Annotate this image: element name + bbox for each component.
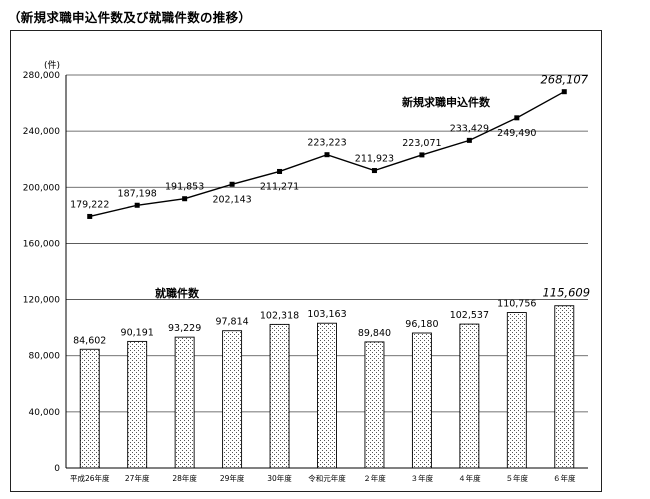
x-tick-label: 27年度 xyxy=(125,473,150,483)
bar xyxy=(79,348,100,469)
line-data-label: 223,071 xyxy=(402,138,441,149)
line-marker xyxy=(277,168,283,174)
bar-data-label: 90,191 xyxy=(121,327,154,338)
bar xyxy=(269,323,290,469)
line-marker xyxy=(561,89,567,95)
y-axis-unit-label: (件) xyxy=(44,59,60,71)
bar-series-legend-label: 就職件数 xyxy=(155,286,200,300)
bar xyxy=(459,323,480,469)
x-tick-label: 30年度 xyxy=(267,473,292,483)
x-tick-label: ２年度 xyxy=(363,473,386,483)
line-data-label: 249,490 xyxy=(497,128,536,139)
line-data-label: 233,429 xyxy=(450,123,489,134)
y-tick-label: 80,000 xyxy=(29,352,61,362)
line-series-legend-label: 新規求職申込件数 xyxy=(402,95,491,109)
bar-data-label: 93,229 xyxy=(168,323,201,334)
bar xyxy=(174,336,195,469)
axes: 0 40,000 80,000 120,000 160,000 200,000 240,00… xyxy=(23,71,588,483)
bar-data-label: 102,537 xyxy=(450,310,489,321)
line-marker xyxy=(182,196,188,202)
x-tick-label: ５年度 xyxy=(506,473,529,483)
bar xyxy=(411,332,432,469)
data-labels: 84,602 90,191 93,229 97,814 102,318 103,163 89… xyxy=(70,73,590,347)
y-tick-label: 120,000 xyxy=(23,296,60,306)
bar xyxy=(127,340,148,469)
y-tick-label: 200,000 xyxy=(23,183,60,193)
line-marker xyxy=(87,213,93,219)
line-data-label: 187,198 xyxy=(118,188,157,199)
line-marker xyxy=(371,168,377,174)
line-data-label: 268,107 xyxy=(540,73,588,87)
x-tick-label: 29年度 xyxy=(220,473,245,483)
line-marker xyxy=(466,137,472,143)
y-tick-label: 160,000 xyxy=(23,239,60,249)
bar-data-label: 96,180 xyxy=(405,319,438,330)
bar-data-label: 110,756 xyxy=(497,299,536,310)
line-marker xyxy=(514,115,520,121)
line-marker xyxy=(134,202,140,208)
line-data-label: 211,271 xyxy=(260,181,299,192)
line-data-label: 191,853 xyxy=(165,182,204,193)
y-tick-label: 0 xyxy=(54,464,60,474)
line-data-label: 223,223 xyxy=(307,138,346,149)
x-tick-label: ６年度 xyxy=(553,473,576,483)
bar xyxy=(364,341,385,469)
y-tick-label: 280,000 xyxy=(23,71,60,81)
bar-data-label: 97,814 xyxy=(215,317,248,328)
bar-data-label: 115,609 xyxy=(542,286,590,300)
bar-data-label: 89,840 xyxy=(358,328,391,339)
bar xyxy=(317,322,337,469)
bar xyxy=(222,330,243,469)
line-data-label: 211,923 xyxy=(355,154,394,165)
bar-data-label: 102,318 xyxy=(260,310,299,321)
bar-data-label: 103,163 xyxy=(307,309,346,320)
x-tick-label: 28年度 xyxy=(172,473,197,483)
line-series xyxy=(87,89,567,219)
x-tick-label: 平成26年度 xyxy=(70,473,110,483)
line-data-label: 179,222 xyxy=(70,199,109,210)
bar xyxy=(506,312,527,469)
x-tick-label: ４年度 xyxy=(458,473,481,483)
x-tick-label: 令和元年度 xyxy=(308,473,346,483)
y-tick-label: 40,000 xyxy=(29,408,61,418)
line-marker xyxy=(419,152,425,158)
bar-series xyxy=(79,305,575,469)
line-data-label: 202,143 xyxy=(212,194,251,205)
line-marker xyxy=(324,152,330,158)
bar-data-label: 84,602 xyxy=(73,335,106,346)
chart-frame xyxy=(10,30,602,492)
y-tick-label: 240,000 xyxy=(23,127,60,137)
bar xyxy=(554,305,575,469)
line-marker xyxy=(229,181,235,187)
x-tick-label: ３年度 xyxy=(411,473,434,483)
page-title: （新規求職申込件数及び就職件数の推移） xyxy=(8,10,252,25)
